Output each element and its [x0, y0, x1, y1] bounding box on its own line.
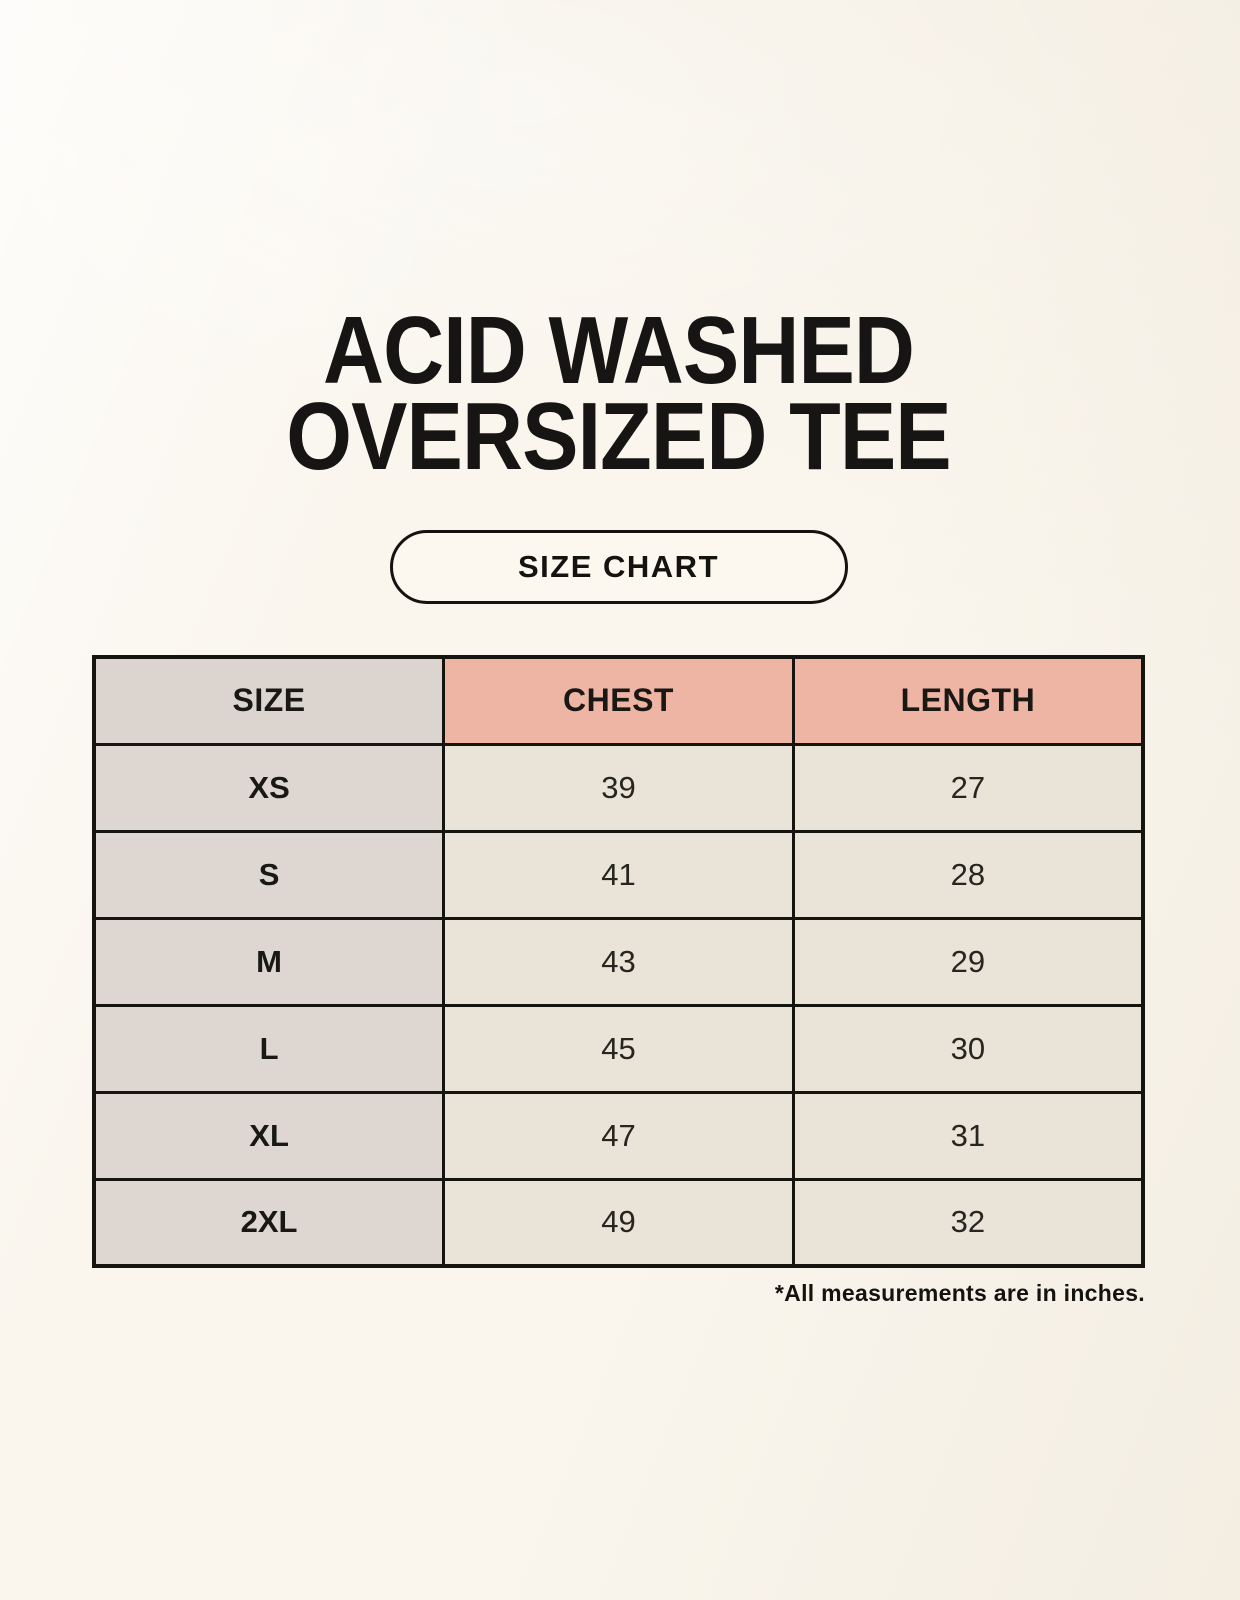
size-label-cell: L: [92, 1003, 446, 1094]
table-row-2xl: 2XL 49 32: [92, 1177, 1145, 1268]
length-value-cell: 32: [791, 1177, 1145, 1268]
chest-value-cell: 45: [442, 1003, 795, 1094]
chest-value-cell: 41: [442, 829, 795, 920]
table-header-row: SIZE CHEST LENGTH: [92, 655, 1145, 746]
table-row-s: S 41 28: [92, 829, 1145, 920]
length-value-cell: 27: [791, 742, 1145, 833]
length-value-cell: 30: [791, 1003, 1145, 1094]
header-cell-length: LENGTH: [791, 655, 1145, 746]
chest-value-cell: 47: [442, 1090, 795, 1181]
header-cell-chest: CHEST: [442, 655, 795, 746]
table-row-l: L 45 30: [92, 1003, 1145, 1094]
length-value-cell: 29: [791, 916, 1145, 1007]
chest-value-cell: 49: [442, 1177, 795, 1268]
chest-value-cell: 39: [442, 742, 795, 833]
size-label-cell: 2XL: [92, 1177, 446, 1268]
chest-value-cell: 43: [442, 916, 795, 1007]
size-label-cell: M: [92, 916, 446, 1007]
content-area: ACID WASHED OVERSIZED TEE SIZE CHART SIZ…: [92, 0, 1145, 1600]
product-title-line-1: ACID WASHED: [322, 297, 915, 404]
length-value-cell: 31: [791, 1090, 1145, 1181]
size-chart-badge-label: SIZE CHART: [518, 549, 719, 584]
size-label-cell: XS: [92, 742, 446, 833]
length-value-cell: 28: [791, 829, 1145, 920]
table-row-xl: XL 47 31: [92, 1090, 1145, 1181]
size-chart-table: SIZE CHEST LENGTH XS 39 27 S 41 28 M: [92, 655, 1145, 1268]
size-label-cell: S: [92, 829, 446, 920]
product-title: ACID WASHED OVERSIZED TEE: [155, 297, 1082, 490]
table-row-xs: XS 39 27: [92, 742, 1145, 833]
product-title-line-2: OVERSIZED TEE: [286, 383, 951, 490]
size-label-cell: XL: [92, 1090, 446, 1181]
measurements-footnote: *All measurements are in inches.: [774, 1280, 1145, 1306]
table-row-m: M 43 29: [92, 916, 1145, 1007]
size-chart-badge[interactable]: SIZE CHART: [389, 530, 848, 604]
header-cell-size: SIZE: [92, 655, 446, 746]
